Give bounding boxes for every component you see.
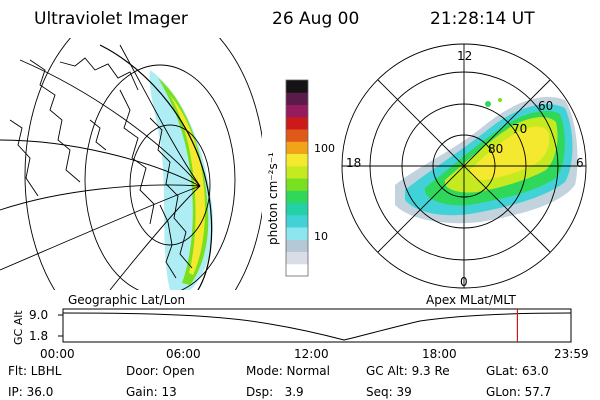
colorbar-segment bbox=[286, 92, 308, 105]
colorbar-tick-100: 100 bbox=[314, 142, 335, 155]
colorbar-frame bbox=[285, 79, 309, 277]
status-door: Door: Open bbox=[126, 364, 195, 378]
date-label: 26 Aug 00 bbox=[272, 9, 359, 29]
colorbar-segment bbox=[286, 227, 308, 240]
status-glat: GLat: 63.0 bbox=[486, 364, 549, 378]
mlt-label-12: 12 bbox=[457, 49, 472, 63]
colorbar-unit-label: photon cm⁻²s⁻¹ bbox=[266, 152, 280, 245]
mlt-label-0: 0 bbox=[460, 275, 468, 289]
colorbar-segment bbox=[286, 263, 308, 277]
status-gain: Gain: 13 bbox=[126, 385, 177, 399]
colorbar-segment bbox=[286, 80, 308, 93]
timeline-ytick-9-0: 9.0 bbox=[29, 308, 48, 322]
status-ip: IP: 36.0 bbox=[8, 385, 53, 399]
status-mode: Mode: Normal bbox=[246, 364, 330, 378]
colorbar-segment bbox=[286, 116, 308, 130]
colorbar-segment bbox=[286, 153, 308, 167]
latitude-lines bbox=[24, 38, 262, 290]
status-filter: Flt: LBHL bbox=[8, 364, 62, 378]
polar-plot-panel: 12 18 6 0 60 70 80 bbox=[341, 43, 587, 289]
colorbar-segment bbox=[286, 239, 308, 252]
colorbar bbox=[286, 80, 308, 277]
mlat-label-60: 60 bbox=[538, 99, 553, 113]
timeline-ytick-1-8: 1.8 bbox=[29, 329, 48, 343]
polar-aurora-spot bbox=[498, 98, 502, 102]
colorbar-segment bbox=[286, 190, 308, 203]
colorbar-segment bbox=[286, 141, 308, 154]
colorbar-segment bbox=[286, 104, 308, 118]
timeline-xtick-0600: 06:00 bbox=[166, 347, 201, 361]
timeline-xtick-0000: 00:00 bbox=[40, 347, 75, 361]
status-gc-alt: GC Alt: 9.3 Re bbox=[366, 364, 450, 378]
altitude-timeline: 9.0 1.8 GC Alt 00:00 06:00 12:00 18:00 2… bbox=[12, 308, 589, 361]
colorbar-segment bbox=[286, 165, 308, 179]
polar-aurora-peak bbox=[469, 126, 550, 180]
mlt-label-6: 6 bbox=[576, 156, 584, 170]
colorbar-segment bbox=[286, 202, 308, 216]
colorbar-segment bbox=[286, 178, 308, 191]
timeline-xtick-2359: 23:59 bbox=[554, 347, 589, 361]
polar-aurora-spot bbox=[485, 101, 491, 107]
time-label: 21:28:14 UT bbox=[430, 9, 535, 29]
colorbar-segment bbox=[286, 251, 308, 265]
mlt-label-18: 18 bbox=[346, 156, 361, 170]
earth-limb bbox=[99, 44, 213, 290]
colorbar-tick-10: 10 bbox=[314, 230, 328, 243]
colorbar-segment bbox=[286, 214, 308, 228]
status-footer: Flt: LBHL Door: Open Mode: Normal GC Alt… bbox=[8, 364, 551, 399]
timeline-y-axis-label: GC Alt bbox=[12, 310, 25, 345]
colorbar-segment bbox=[286, 129, 308, 142]
geographic-map-panel bbox=[0, 38, 262, 290]
left-panel-label: Geographic Lat/Lon bbox=[68, 293, 185, 307]
timeline-xtick-1800: 18:00 bbox=[422, 347, 457, 361]
mlat-label-80: 80 bbox=[488, 142, 503, 156]
timeline-xtick-1200: 12:00 bbox=[294, 347, 329, 361]
status-glon: GLon: 57.7 bbox=[486, 385, 551, 399]
mlat-label-70: 70 bbox=[512, 122, 527, 136]
right-panel-label: Apex MLat/MLT bbox=[426, 293, 516, 307]
polar-grid bbox=[341, 43, 587, 289]
instrument-title: Ultraviolet Imager bbox=[34, 9, 188, 29]
coastlines bbox=[9, 57, 193, 279]
longitude-lines bbox=[0, 44, 201, 290]
altitude-curve bbox=[62, 312, 572, 341]
status-seq: Seq: 39 bbox=[366, 385, 412, 399]
status-dsp: Dsp: 3.9 bbox=[246, 385, 304, 399]
